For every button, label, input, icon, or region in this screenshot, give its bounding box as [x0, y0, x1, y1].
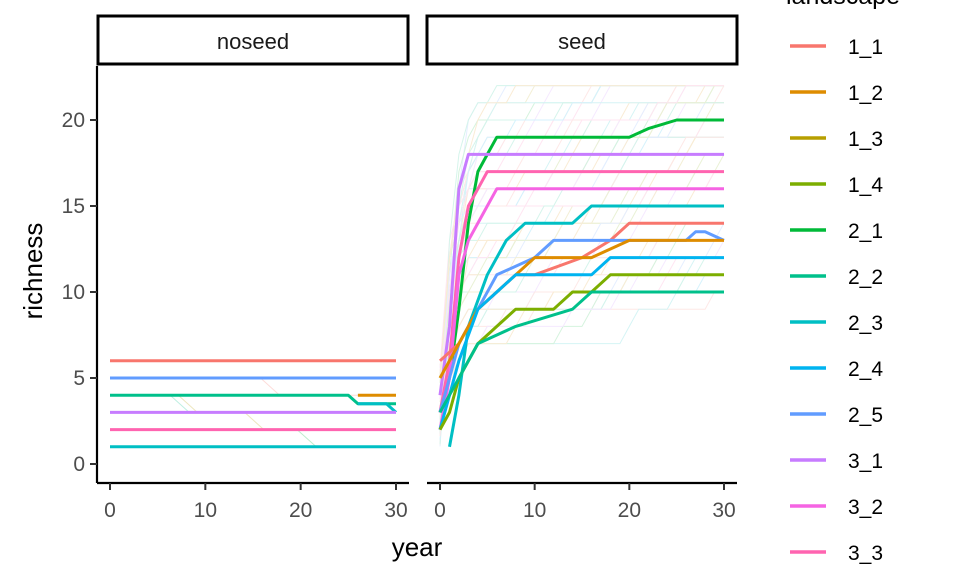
x-tick-label: 10	[523, 499, 546, 522]
legend-item-2_4: 2_4	[790, 358, 883, 381]
y-tick-label: 0	[73, 453, 85, 476]
legend-item-2_3: 2_3	[790, 312, 883, 335]
series-line-3_1	[438, 152, 724, 396]
x-tick-label: 0	[434, 499, 446, 522]
legend-item-2_2: 2_2	[790, 266, 883, 289]
legend-label: 2_2	[848, 266, 883, 289]
replicate-line	[110, 377, 396, 396]
replicate-line	[439, 85, 724, 435]
legend-item-3_1: 3_1	[790, 450, 883, 473]
series-line-2_4	[438, 256, 724, 430]
series-line-2_2	[110, 393, 396, 406]
replicate-line	[439, 154, 725, 402]
replicate-line	[439, 171, 724, 384]
replicate-line	[439, 85, 724, 375]
panel-seed: seed	[425, 14, 739, 448]
y-tick-label: 20	[62, 109, 85, 132]
legend-label: 3_3	[848, 542, 883, 565]
replicate-line	[110, 411, 396, 431]
legend-item-1_4: 1_4	[790, 174, 883, 197]
replicate-line	[439, 102, 724, 368]
replicate-line	[439, 85, 725, 427]
axes: 0 10 20 30 0 10 20 30 0 5 10 15 20	[62, 66, 737, 522]
y-tick-label: 15	[62, 195, 85, 218]
series-line-2_1	[438, 118, 724, 413]
legend-label: 1_4	[848, 174, 883, 197]
replicate-line	[439, 85, 724, 445]
x-tick-label: 20	[618, 499, 641, 522]
y-axis-title: richness	[18, 223, 48, 320]
plot-area-noseed	[110, 359, 398, 449]
x-tick-label: 0	[104, 499, 116, 522]
background-replicates-seed	[439, 85, 725, 447]
x-axis-title: year	[392, 532, 443, 562]
legend-item-3_2: 3_2	[790, 496, 883, 519]
legend-label: 3_1	[848, 450, 883, 473]
legend-item-1_1: 1_1	[790, 36, 883, 59]
legend-item-1_2: 1_2	[790, 82, 883, 105]
strip-label-noseed: noseed	[217, 29, 289, 54]
replicate-line	[439, 85, 724, 445]
replicate-line	[439, 85, 724, 410]
replicate-line	[110, 429, 396, 448]
plot-area-seed	[438, 85, 725, 448]
legend-item-2_5: 2_5	[790, 404, 883, 427]
legend-item-2_1: 2_1	[790, 220, 883, 243]
replicate-line	[439, 171, 724, 367]
replicate-line	[439, 85, 724, 417]
x-tick-label: 10	[194, 499, 217, 522]
strip-seed	[425, 14, 739, 66]
series-line-1_2	[438, 238, 724, 379]
replicate-line	[439, 240, 725, 421]
legend-label: 1_1	[848, 36, 883, 59]
replicate-line	[439, 85, 724, 434]
replicate-line	[439, 102, 724, 423]
legend-label: 2_3	[848, 312, 883, 335]
strip-noseed	[96, 14, 410, 66]
series-line-1_4	[438, 273, 724, 431]
legend-item-3_3: 3_3	[790, 542, 883, 565]
legend-label: 2_1	[848, 220, 883, 243]
legend-title: landscape	[786, 0, 900, 10]
replicate-line	[439, 291, 724, 431]
x-tick-label: 30	[712, 499, 735, 522]
x-tick-label: 30	[384, 499, 407, 522]
legend-label: 1_3	[848, 128, 883, 151]
series-line-2_2	[438, 290, 724, 414]
strip-label-seed: seed	[558, 29, 606, 54]
replicate-line	[439, 85, 724, 447]
series-line-2_3	[357, 402, 398, 414]
legend-label: 2_4	[848, 358, 883, 381]
replicate-line	[439, 85, 724, 383]
panel-noseed: noseed	[96, 14, 410, 449]
replicate-line	[439, 85, 724, 440]
legend-item-1_3: 1_3	[790, 128, 883, 151]
x-tick-label: 20	[289, 499, 312, 522]
legend-label: 2_5	[848, 404, 883, 427]
legend-label: 3_2	[848, 496, 883, 519]
legend: landscape 1_1 1_2 1_3 1_4 2_1 2_2 2_3 2_4 2_5 3_1…	[786, 0, 900, 565]
replicate-line	[439, 85, 724, 434]
replicate-line	[439, 239, 724, 393]
legend-label: 1_2	[848, 82, 883, 105]
y-tick-label: 10	[62, 281, 85, 304]
y-tick-label: 5	[73, 367, 85, 390]
